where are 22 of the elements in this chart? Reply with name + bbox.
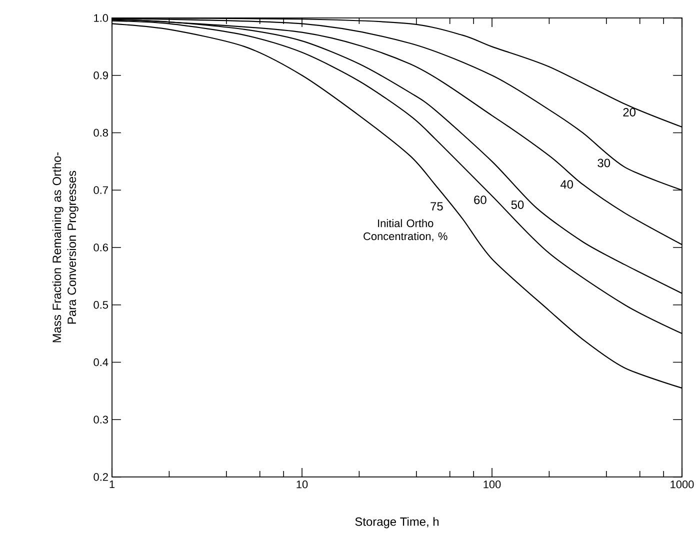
y-axis-title: Mass Fraction Remaining as Ortho-Para Conversion Progresses xyxy=(52,152,78,342)
series-label: 50 xyxy=(511,200,524,209)
series-label: 60 xyxy=(474,196,486,204)
y-tick-label: 1.0 xyxy=(94,14,108,22)
y-tick-label: 0.2 xyxy=(94,473,108,481)
y-tick-label: 0.8 xyxy=(94,128,108,137)
x-tick-label: 1 xyxy=(110,480,115,488)
series-label: 40 xyxy=(560,180,573,189)
y-tick-label: 0.3 xyxy=(94,416,108,424)
y-tick-label: 0.5 xyxy=(94,300,108,309)
x-axis-title: Storage Time, h xyxy=(355,517,439,528)
annotation: Initial Ortho Concentration, % xyxy=(364,219,448,242)
x-tick-label: 1000 xyxy=(670,480,694,488)
y-tick-label: 0.6 xyxy=(94,244,108,252)
y-tick-label: 0.9 xyxy=(94,71,108,80)
series-label: 75 xyxy=(430,202,443,211)
y-tick-label: 0.7 xyxy=(94,186,108,194)
series-label: 20 xyxy=(623,108,636,116)
y-tick-label: 0.4 xyxy=(94,358,108,366)
x-tick-label: 100 xyxy=(484,480,501,488)
series-label: 30 xyxy=(598,158,610,168)
x-tick-label: 10 xyxy=(296,480,308,488)
